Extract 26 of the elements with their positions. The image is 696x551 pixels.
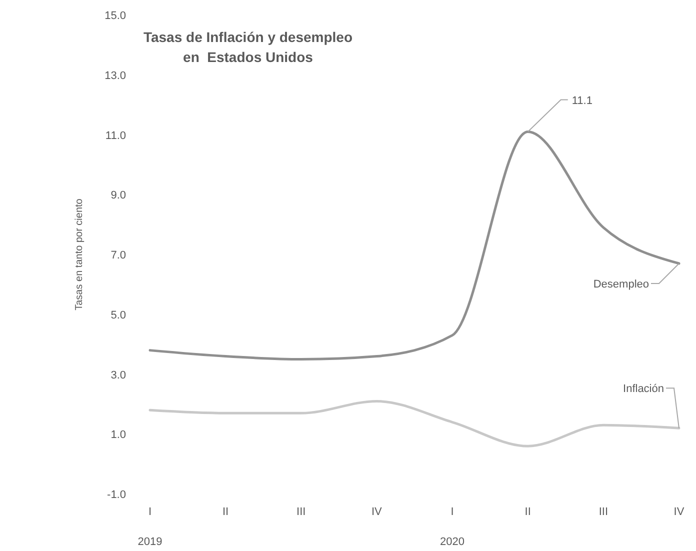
y-tick-label: 15.0 (104, 10, 126, 22)
x-tick-label: II (222, 506, 229, 518)
y-tick-label: 11.0 (105, 130, 126, 142)
text: Tasas de Inflación y desempleo en Estados Unidos (143, 29, 353, 65)
text: 2020 (440, 536, 465, 548)
x-tick-label: I (148, 506, 152, 518)
text: 2019 (138, 536, 162, 548)
y-tick-label: 1.0 (110, 429, 126, 442)
line-series (148, 400, 680, 448)
x-tick-label: IV (674, 506, 685, 518)
y-tick-label: 13.0 (104, 70, 126, 82)
x-tick-label: I (450, 506, 454, 518)
x-tick-label: III (598, 506, 608, 518)
y-axis-title: Tasas en tanto por ciento (74, 198, 85, 310)
x-tick-label: III (296, 506, 306, 518)
x-tick-label: II (524, 506, 531, 518)
text: Desempleo (593, 278, 649, 290)
x-tick-label: IV (372, 506, 383, 518)
text: Inflación (623, 383, 664, 396)
y-tick-label: 9.0 (110, 190, 126, 202)
y-tick-label: 5.0 (110, 309, 126, 322)
y-tick-label: 3.0 (110, 369, 126, 382)
data-label: 11.1 (572, 94, 592, 107)
y-tick-label: 7.0 (110, 250, 126, 262)
y-tick-label: -1.0 (107, 489, 126, 501)
line-series (148, 130, 680, 361)
